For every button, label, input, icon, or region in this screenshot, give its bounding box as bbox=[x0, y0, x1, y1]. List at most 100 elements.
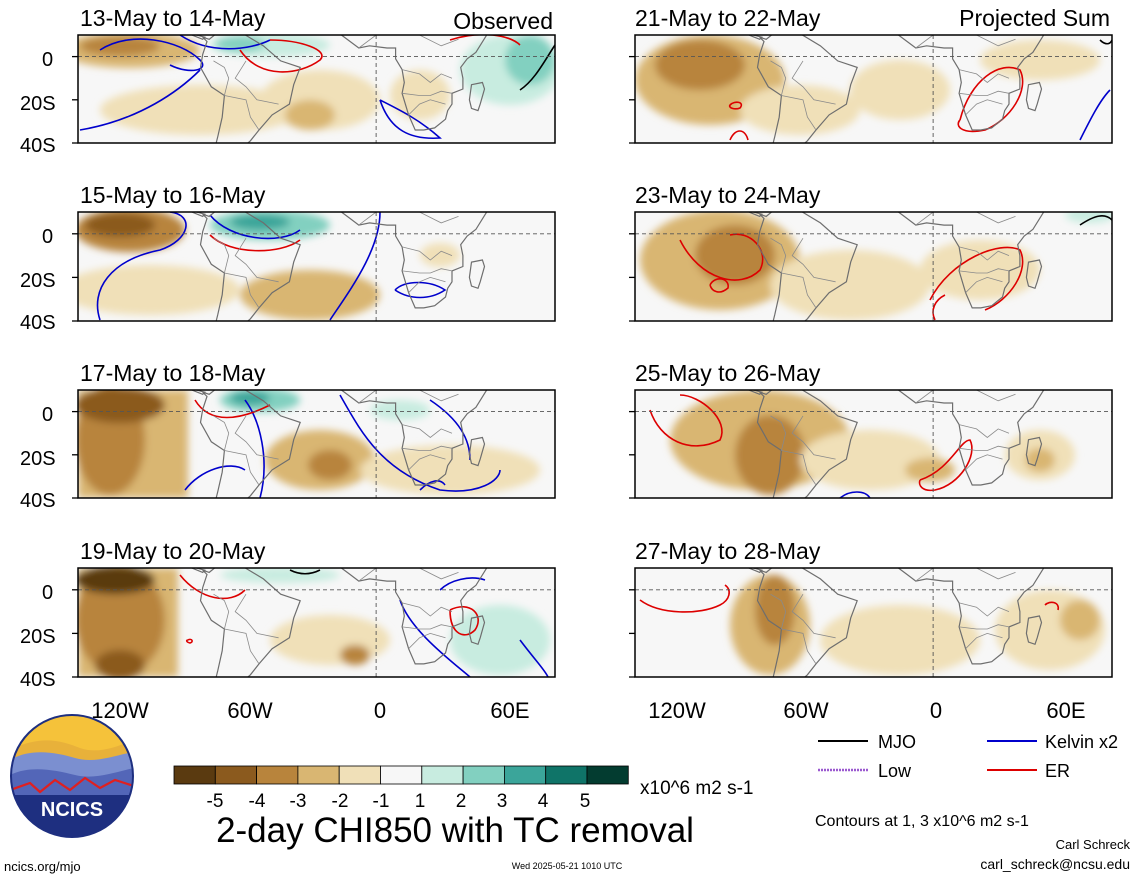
colorbar-units: x10^6 m2 s-1 bbox=[640, 778, 753, 799]
legend: MJO Kelvin x2 Low ER Contours at 1, 3 x1… bbox=[815, 732, 1118, 830]
country-border bbox=[965, 99, 1003, 116]
coastline bbox=[897, 212, 1045, 309]
contours bbox=[649, 394, 973, 498]
map-panel-4: 21-May to 22-May Projected Sum bbox=[635, 5, 1112, 143]
coastline bbox=[1025, 259, 1043, 290]
land-outlines bbox=[747, 390, 1045, 498]
lon-label: 60W bbox=[227, 698, 272, 723]
country-border bbox=[915, 35, 1016, 49]
country-border bbox=[791, 415, 836, 460]
colorbar-swatch bbox=[586, 765, 629, 785]
country-border bbox=[402, 90, 453, 96]
anomaly-shading bbox=[78, 35, 555, 135]
country-border bbox=[915, 212, 1016, 226]
coastline bbox=[747, 390, 763, 396]
footer-url: ncics.org/mjo bbox=[4, 859, 81, 874]
map-panel-1: 15-May to 16-May bbox=[78, 182, 555, 321]
panel-title-0: 13-May to 14-May bbox=[80, 5, 266, 31]
country-border bbox=[234, 237, 279, 283]
panel-frame bbox=[634, 567, 1113, 678]
country-border bbox=[213, 237, 230, 274]
colorbar-swatch bbox=[297, 765, 340, 785]
country-border bbox=[402, 602, 453, 617]
anomaly-shading bbox=[78, 568, 550, 677]
country-border bbox=[234, 593, 279, 639]
coastline bbox=[747, 35, 763, 41]
coastline bbox=[1025, 615, 1043, 646]
logo-text: NCICS bbox=[41, 799, 103, 821]
country-border bbox=[965, 632, 1003, 649]
coastline bbox=[897, 568, 1045, 665]
panel-title-6: 25-May to 26-May bbox=[635, 360, 821, 386]
land-outlines bbox=[747, 568, 1045, 677]
country-border bbox=[965, 276, 1003, 293]
country-border bbox=[224, 272, 260, 309]
lon-label: 120W bbox=[648, 698, 706, 723]
coastline bbox=[340, 568, 488, 665]
country-border bbox=[781, 628, 817, 665]
country-border bbox=[959, 69, 1010, 84]
colorbar-swatch bbox=[545, 765, 588, 785]
country-border bbox=[408, 99, 446, 116]
country-border bbox=[959, 424, 1010, 439]
panel-frame bbox=[634, 34, 1113, 144]
country-border bbox=[358, 568, 459, 582]
coastline bbox=[747, 568, 763, 574]
lat-label: 20S bbox=[20, 448, 56, 470]
coastline bbox=[756, 35, 858, 143]
anomaly-shading bbox=[730, 575, 1105, 675]
land-outlines bbox=[190, 35, 488, 143]
colorbar-swatch bbox=[421, 765, 464, 785]
coastline bbox=[340, 212, 488, 309]
country-border bbox=[213, 593, 230, 630]
legend-label-er: ER bbox=[1045, 761, 1070, 781]
colorbar-tick: 3 bbox=[497, 791, 508, 812]
contours bbox=[79, 35, 555, 140]
panel-frame bbox=[77, 34, 556, 144]
legend-label-mjo: MJO bbox=[878, 732, 916, 752]
colorbar-tick: 1 bbox=[415, 791, 426, 812]
panel-title-5: 23-May to 24-May bbox=[635, 182, 821, 208]
country-border bbox=[408, 454, 446, 471]
lat-label: 20S bbox=[20, 93, 56, 115]
coastline bbox=[199, 35, 301, 143]
country-border bbox=[959, 445, 1010, 451]
country-border bbox=[915, 568, 1016, 582]
coastline bbox=[747, 212, 763, 218]
lat-label: 0 bbox=[42, 582, 53, 604]
colorbar-tick: 2 bbox=[456, 791, 467, 812]
country-border bbox=[234, 415, 279, 460]
panel-title-1: 15-May to 16-May bbox=[80, 182, 266, 208]
coastline bbox=[199, 568, 301, 677]
land-outlines bbox=[190, 390, 488, 498]
country-border bbox=[791, 237, 836, 283]
legend-label-low: Low bbox=[878, 761, 912, 781]
colorbar bbox=[173, 765, 629, 785]
colorbar-tick: -4 bbox=[249, 791, 266, 812]
colorbar-swatch bbox=[503, 765, 547, 785]
country-border bbox=[781, 95, 817, 131]
observed-label: Observed bbox=[453, 8, 553, 34]
country-border bbox=[213, 415, 230, 451]
colorbar-tick: -5 bbox=[207, 791, 224, 812]
colorbar-swatch bbox=[380, 765, 423, 785]
coastline bbox=[1025, 81, 1043, 112]
lat-label: 40S bbox=[20, 135, 56, 157]
lon-label: 60E bbox=[1046, 698, 1085, 723]
country-border bbox=[358, 212, 459, 226]
country-border bbox=[915, 390, 1016, 404]
lat-label: 40S bbox=[20, 669, 56, 691]
colorbar-tick: 5 bbox=[580, 791, 591, 812]
lon-label: 120W bbox=[91, 698, 149, 723]
country-border bbox=[224, 95, 260, 131]
anomaly-shading bbox=[635, 35, 1100, 135]
map-panel-7: 27-May to 28-May bbox=[635, 538, 1112, 677]
country-border bbox=[959, 624, 1010, 630]
coastline bbox=[340, 35, 488, 131]
country-border bbox=[234, 60, 279, 105]
anomaly-shading bbox=[640, 212, 1112, 320]
panel-frame bbox=[634, 389, 1113, 499]
lon-label: 60E bbox=[490, 698, 529, 723]
colorbar-tick: -2 bbox=[332, 791, 349, 812]
colorbar-swatch bbox=[256, 765, 299, 785]
